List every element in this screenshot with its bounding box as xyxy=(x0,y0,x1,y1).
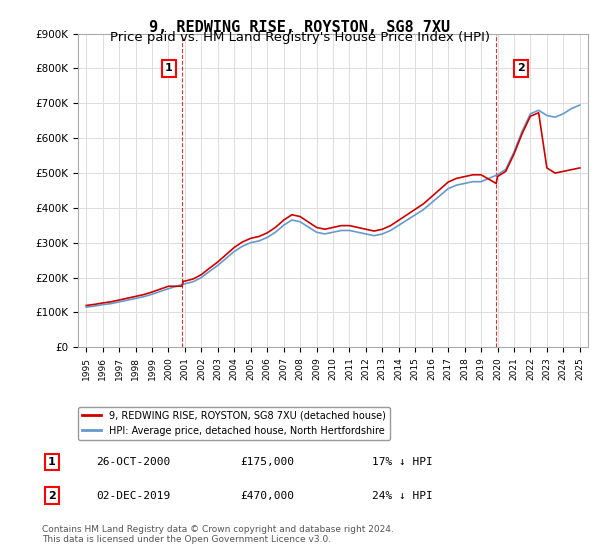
Text: 1: 1 xyxy=(48,457,56,467)
Legend: 9, REDWING RISE, ROYSTON, SG8 7XU (detached house), HPI: Average price, detached: 9, REDWING RISE, ROYSTON, SG8 7XU (detac… xyxy=(78,407,389,440)
Text: £470,000: £470,000 xyxy=(240,491,294,501)
Text: 24% ↓ HPI: 24% ↓ HPI xyxy=(372,491,433,501)
Text: 2: 2 xyxy=(517,63,525,73)
Text: 26-OCT-2000: 26-OCT-2000 xyxy=(96,457,170,467)
Text: 2: 2 xyxy=(48,491,56,501)
Text: Price paid vs. HM Land Registry's House Price Index (HPI): Price paid vs. HM Land Registry's House … xyxy=(110,31,490,44)
Text: 17% ↓ HPI: 17% ↓ HPI xyxy=(372,457,433,467)
Text: Contains HM Land Registry data © Crown copyright and database right 2024.
This d: Contains HM Land Registry data © Crown c… xyxy=(42,525,394,544)
Text: 02-DEC-2019: 02-DEC-2019 xyxy=(96,491,170,501)
Text: £175,000: £175,000 xyxy=(240,457,294,467)
Text: 1: 1 xyxy=(165,63,173,73)
Text: 9, REDWING RISE, ROYSTON, SG8 7XU: 9, REDWING RISE, ROYSTON, SG8 7XU xyxy=(149,20,451,35)
